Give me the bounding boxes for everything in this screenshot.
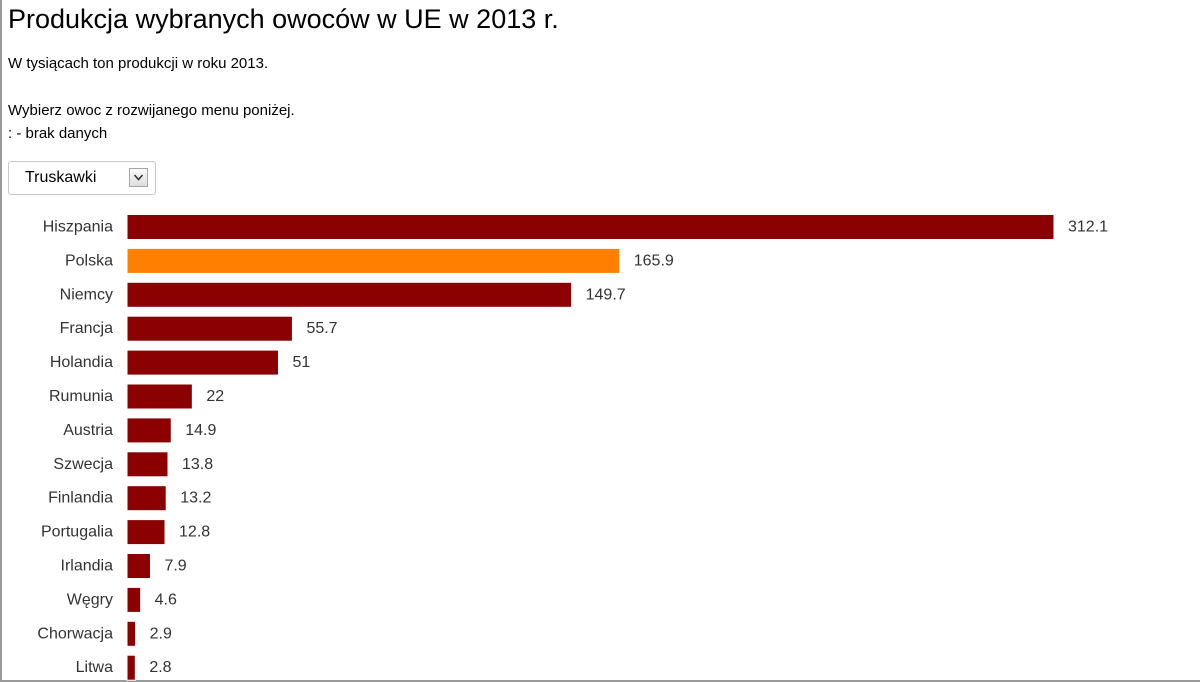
value-label-francja: 55.7 (306, 320, 337, 337)
value-label-holandia: 51 (292, 354, 310, 371)
category-label-szwecja: Szwecja (53, 456, 113, 473)
window-bottom-border (0, 680, 1200, 682)
bar-niemcy[interactable] (126, 281, 573, 308)
value-label-austria: 14.9 (185, 422, 216, 439)
bar-chorwacja[interactable] (126, 620, 137, 647)
bar-austria[interactable] (126, 417, 172, 444)
category-label-portugalia: Portugalia (41, 524, 113, 541)
value-label-niemcy: 149.7 (586, 286, 626, 303)
chevron-down-icon (134, 174, 143, 181)
value-label-szwecja: 13.8 (182, 456, 213, 473)
value-label-rumunia: 22 (206, 388, 224, 405)
bar-rumunia[interactable] (126, 383, 193, 410)
fruit-select-value: Truskawki (25, 169, 97, 186)
missing-data-note: : - brak danych (8, 125, 108, 142)
bar-portugalia[interactable] (126, 519, 166, 546)
bar-finlandia[interactable] (126, 485, 167, 512)
category-label-francja: Francja (60, 320, 113, 337)
bar-holandia[interactable] (126, 349, 279, 376)
dropdown-toggle-button[interactable] (129, 168, 148, 187)
category-label-irlandia: Irlandia (61, 558, 114, 575)
bar-chart: Hiszpania 312.1 Polska 165.9 Niemcy 149.7 Fran… (37, 214, 1108, 681)
value-label-chorwacja: 2.9 (150, 625, 172, 642)
category-label-finlandia: Finlandia (48, 490, 113, 507)
fruit-select[interactable]: Truskawki (8, 161, 156, 195)
bar-szwecja[interactable] (126, 451, 169, 478)
category-label-wegry: Węgry (67, 591, 113, 608)
category-label-holandia: Holandia (50, 354, 113, 371)
value-label-portugalia: 12.8 (179, 524, 210, 541)
bar-irlandia[interactable] (126, 553, 151, 579)
value-label-litwa: 2.8 (149, 659, 171, 676)
instruction-text: Wybierz owoc z rozwijanego menu poniżej. (8, 102, 295, 119)
page-title: Produkcja wybranych owoców w UE w 2013 r… (8, 4, 559, 34)
bar-wegry[interactable] (126, 586, 142, 613)
category-label-chorwacja: Chorwacja (37, 625, 113, 642)
value-label-irlandia: 7.9 (164, 558, 186, 575)
category-label-niemcy: Niemcy (60, 286, 113, 303)
window-left-border (0, 0, 2, 682)
bar-polska[interactable] (126, 247, 621, 274)
subtitle: W tysiącach ton produkcji w roku 2013. (8, 55, 269, 72)
category-label-rumunia: Rumunia (49, 388, 113, 405)
value-label-polska: 165.9 (634, 252, 674, 269)
category-label-polska: Polska (65, 252, 113, 269)
value-label-hiszpania: 312.1 (1068, 219, 1108, 236)
category-label-austria: Austria (63, 422, 113, 439)
category-label-litwa: Litwa (76, 659, 113, 676)
bar-litwa[interactable] (126, 654, 136, 681)
value-label-finlandia: 13.2 (180, 490, 211, 507)
bar-francja[interactable] (126, 315, 293, 342)
value-label-wegry: 4.6 (155, 591, 177, 608)
category-label-hiszpania: Hiszpania (43, 219, 113, 236)
bar-hiszpania[interactable] (126, 214, 1055, 240)
